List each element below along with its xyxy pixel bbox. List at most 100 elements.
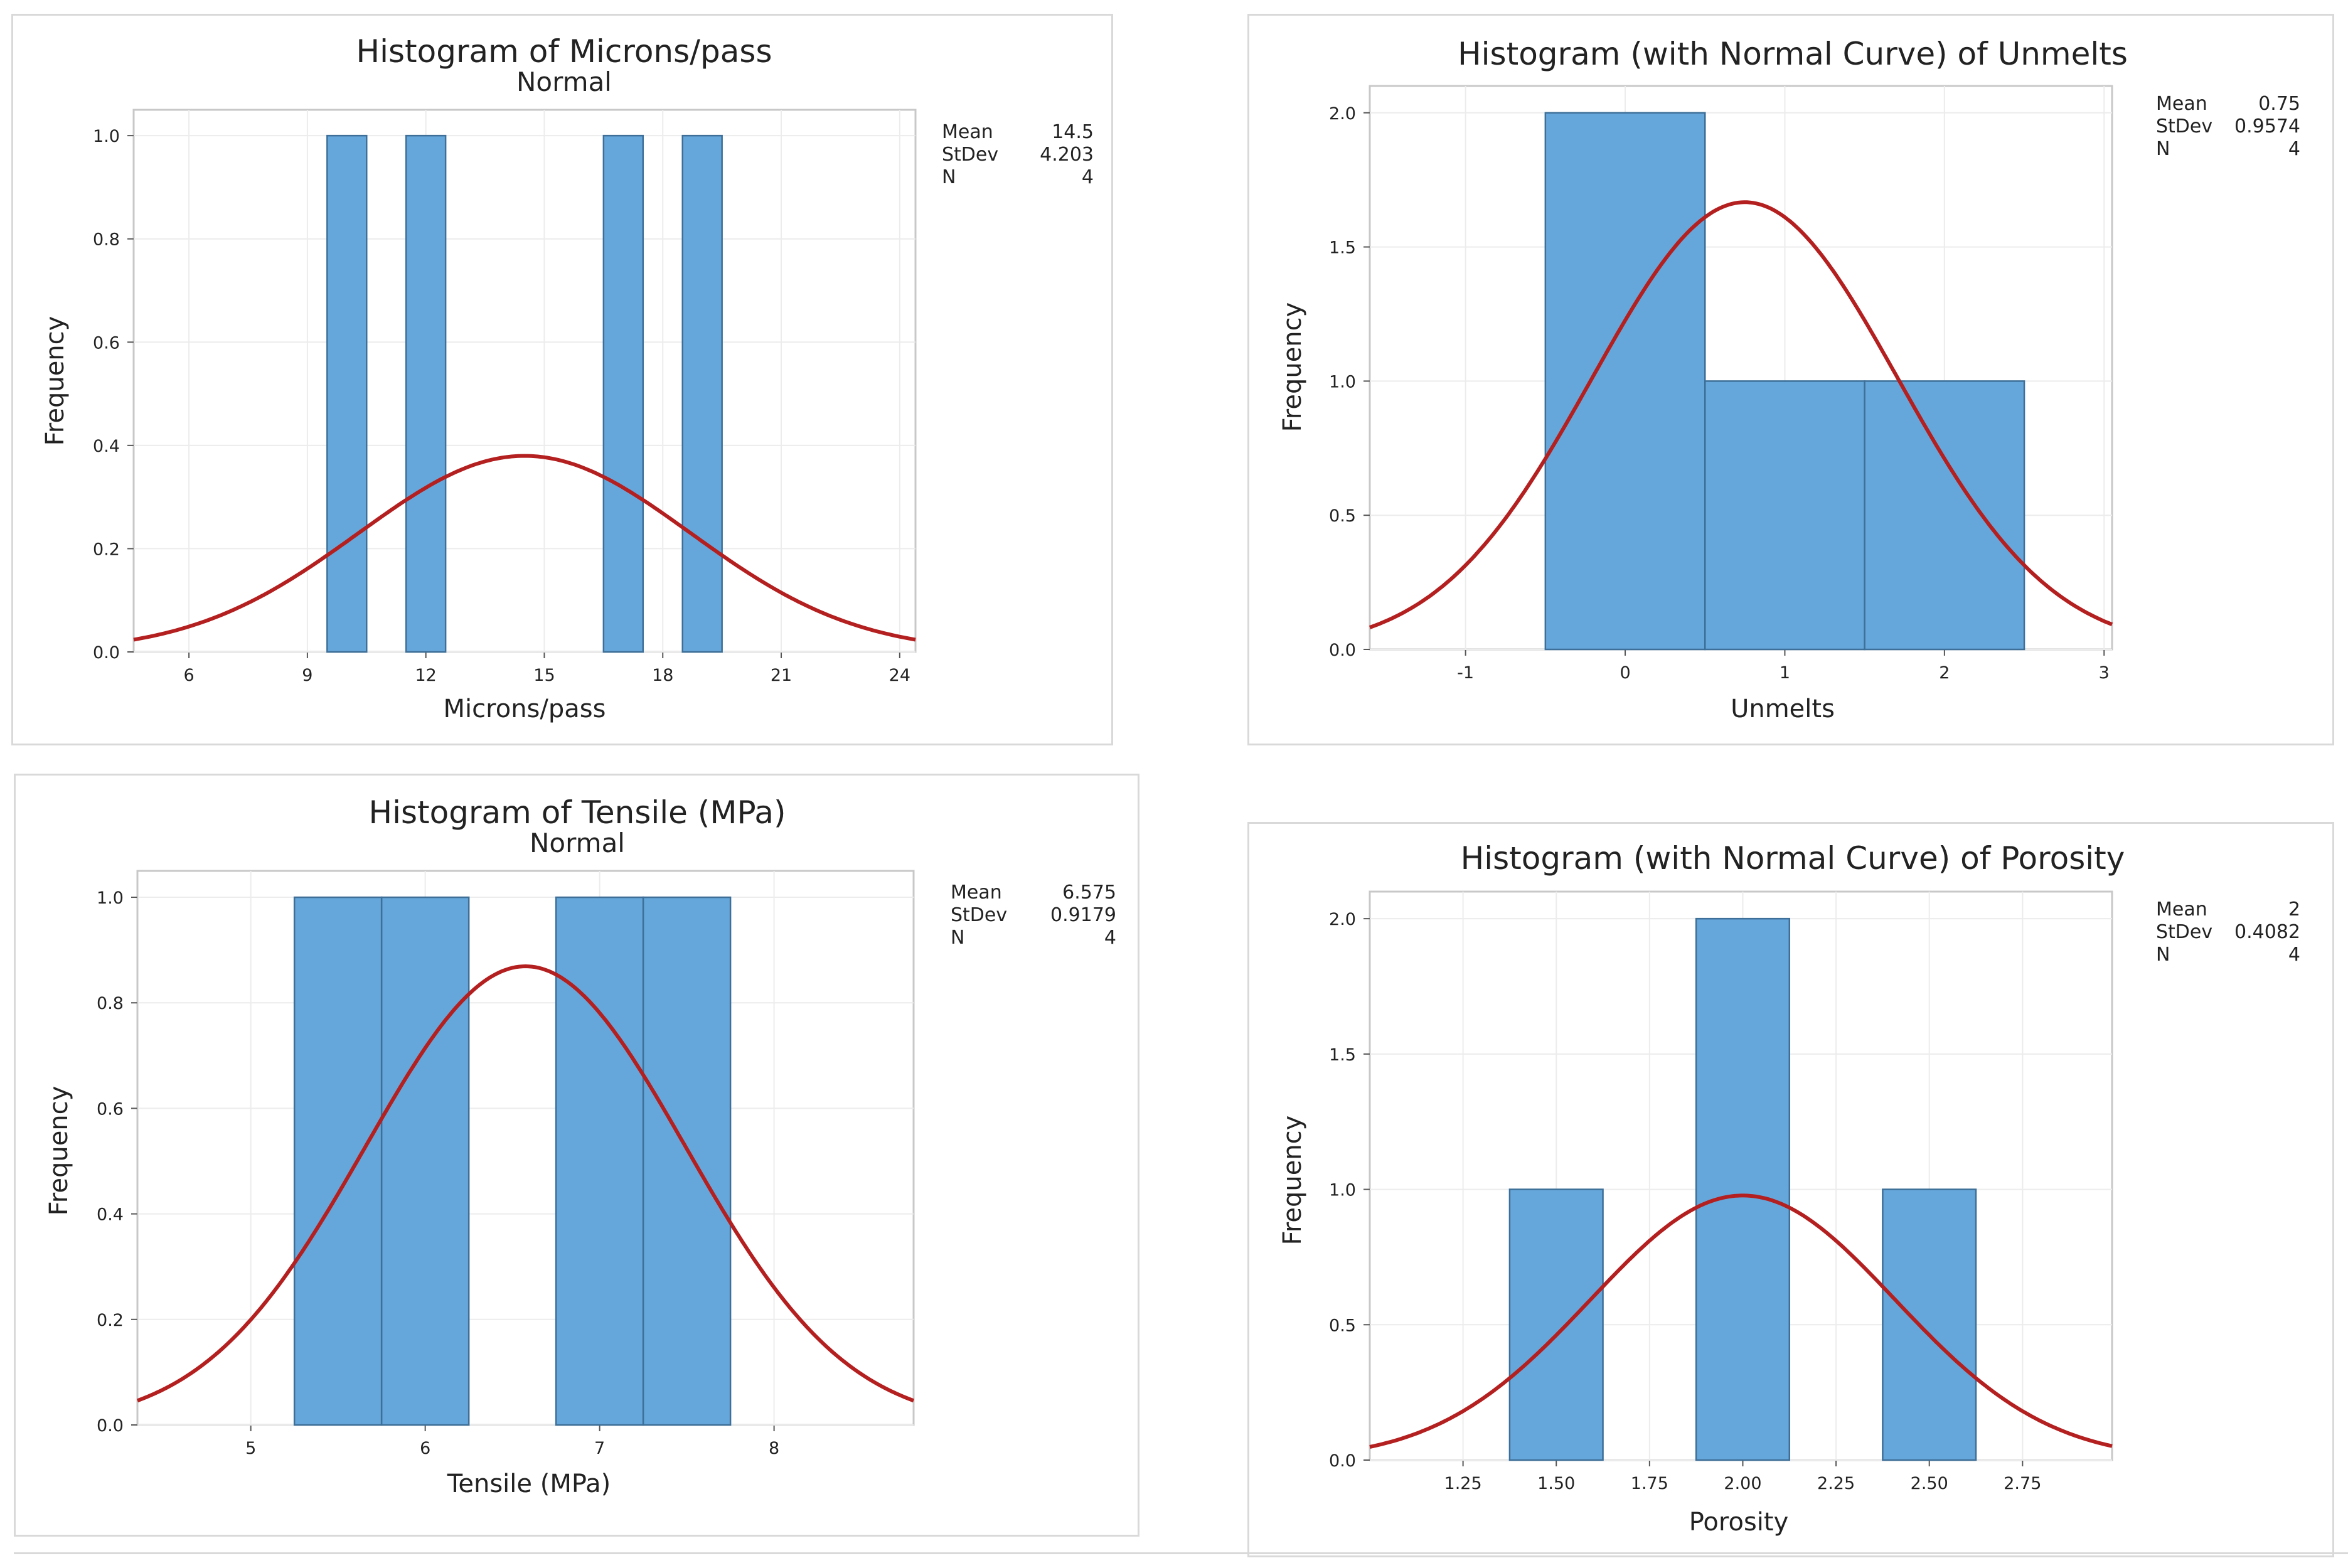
stat-label: Mean — [2156, 899, 2207, 920]
histogram-bar — [555, 896, 644, 1426]
plot-area: -1 0 1 2 3 0.0 0.5 1.0 1.5 2.0 — [1329, 85, 2113, 683]
y-axis-label: Frequency — [45, 1086, 73, 1216]
y-tick-label: 0.4 — [93, 437, 120, 456]
histogram-bar — [1544, 112, 1706, 651]
x-tick-label: 2.50 — [1911, 1474, 1948, 1493]
x-axis-label: Tensile (MPa) — [447, 1469, 611, 1498]
y-tick-label: 0.5 — [1329, 1316, 1356, 1335]
chart-title: Histogram of Tensile (MPa) — [368, 794, 786, 831]
x-tick-label: 2 — [1939, 663, 1950, 683]
y-tick-label: 0.6 — [93, 333, 120, 353]
histogram-chart-porosity: Histogram (with Normal Curve) of Porosit… — [1278, 840, 2300, 1537]
histogram-bar — [642, 896, 732, 1426]
histogram-bar — [405, 134, 447, 653]
stat-value: 4 — [2288, 944, 2300, 966]
normal-curve — [136, 964, 915, 1403]
x-tick-label: -1 — [1457, 663, 1474, 683]
y-tick-label: 0.6 — [97, 1099, 124, 1119]
x-tick-label: 5 — [245, 1439, 256, 1458]
y-tick-label: 2.0 — [1329, 104, 1356, 124]
x-tick-label: 21 — [771, 666, 792, 685]
x-tick-label: 8 — [769, 1439, 779, 1458]
stats-legend: Mean 6.575 StDev 0.9179 N 4 — [951, 882, 1116, 949]
histogram-bar — [681, 134, 723, 653]
x-tick-label: 6 — [420, 1439, 430, 1458]
normal-curve — [133, 454, 916, 642]
y-tick-label: 2.0 — [1329, 910, 1356, 929]
x-tick-label: 0 — [1620, 663, 1630, 683]
histogram-panel-unmelts: Histogram (with Normal Curve) of Unmelts… — [1247, 14, 2334, 745]
chart-title: Histogram (with Normal Curve) of Unmelts — [1458, 36, 2128, 72]
normal-curve — [1369, 1193, 2113, 1449]
x-tick-label: 3 — [2099, 663, 2110, 683]
y-axis-label: Frequency — [1278, 302, 1307, 432]
stats-legend: Mean 2 StDev 0.4082 N 4 — [2156, 899, 2300, 966]
x-tick-label: 24 — [889, 666, 910, 685]
y-tick-label: 0.0 — [1329, 1451, 1356, 1471]
normal-curve — [1369, 200, 2113, 629]
y-tick-label: 0.8 — [97, 994, 124, 1013]
x-tick-label: 1.25 — [1444, 1474, 1482, 1493]
stat-value: 0.9179 — [1050, 904, 1116, 926]
histogram-bar — [1704, 380, 1865, 651]
stats-legend: Mean 0.75 StDev 0.9574 N 4 — [2156, 93, 2300, 160]
x-tick-label: 2.25 — [1817, 1474, 1855, 1493]
y-tick-label: 1.0 — [97, 888, 124, 908]
stat-value: 2 — [2288, 899, 2300, 920]
y-tick-label: 1.5 — [1329, 1045, 1356, 1065]
y-tick-label: 0.0 — [93, 643, 120, 663]
x-tick-label: 1.50 — [1537, 1474, 1575, 1493]
histogram-chart-unmelts: Histogram (with Normal Curve) of Unmelts… — [1278, 36, 2300, 723]
y-axis-label: Frequency — [41, 316, 70, 446]
stat-label: StDev — [951, 904, 1007, 926]
chart-title: Histogram (with Normal Curve) of Porosit… — [1461, 840, 2125, 877]
y-tick-label: 0.0 — [97, 1416, 124, 1436]
x-tick-label: 2.75 — [2004, 1474, 2041, 1493]
histogram-panel-microns: Histogram of Microns/pass Normal Microns… — [11, 14, 1113, 745]
x-tick-label: 15 — [533, 666, 555, 685]
histogram-panel-tensile: Histogram of Tensile (MPa) Normal Tensil… — [14, 774, 1139, 1537]
stat-label: N — [2156, 944, 2170, 966]
stat-label: N — [951, 927, 964, 949]
histogram-panel-porosity: Histogram (with Normal Curve) of Porosit… — [1247, 822, 2334, 1557]
x-tick-label: 6 — [184, 666, 195, 685]
histogram-bar — [380, 896, 470, 1426]
histogram-chart-tensile: Histogram of Tensile (MPa) Normal Tensil… — [45, 794, 1116, 1498]
y-tick-label: 0.5 — [1329, 506, 1356, 526]
stat-label: Mean — [2156, 93, 2207, 115]
plot-area: 6 9 12 15 18 21 24 0.0 0.2 0.4 0.6 0.8 1.0 — [93, 109, 917, 685]
y-tick-label: 1.0 — [1329, 372, 1356, 392]
histogram-bar — [1882, 1188, 1977, 1461]
plot-frame — [132, 109, 917, 653]
stat-label: Mean — [942, 121, 993, 143]
stat-label: StDev — [942, 144, 998, 166]
y-tick-label: 0.2 — [97, 1311, 124, 1330]
stat-label: N — [942, 166, 956, 188]
stat-value: 0.4082 — [2234, 921, 2300, 943]
bottom-edge-line — [14, 1552, 2348, 1554]
x-tick-label: 9 — [302, 666, 312, 685]
plot-area: 5 6 7 8 0.0 0.2 0.4 0.6 0.8 1.0 — [97, 870, 915, 1458]
plot-area: 1.25 1.50 1.75 2.00 2.25 2.50 2.75 0.0 0.5 1.0 1.5… — [1329, 890, 2113, 1493]
y-tick-label: 1.5 — [1329, 238, 1356, 258]
histogram-bar — [293, 896, 383, 1426]
y-tick-label: 0.2 — [93, 540, 120, 559]
plot-frame — [136, 870, 915, 1426]
y-tick-label: 1.0 — [1329, 1181, 1356, 1200]
histogram-bar — [1508, 1188, 1604, 1461]
x-tick-label: 1.75 — [1631, 1474, 1668, 1493]
stat-value: 0.9574 — [2234, 115, 2300, 137]
y-tick-label: 0.8 — [93, 230, 120, 250]
x-tick-label: 12 — [415, 666, 436, 685]
x-tick-label: 7 — [594, 1439, 605, 1458]
histogram-bar — [602, 134, 644, 653]
histogram-bar — [1695, 917, 1791, 1461]
x-axis-label: Unmelts — [1731, 695, 1835, 723]
stat-value: 4 — [1104, 927, 1116, 949]
histogram-bar — [326, 134, 368, 653]
stat-value: 4 — [1082, 166, 1094, 188]
stat-value: 14.5 — [1052, 121, 1094, 143]
y-tick-label: 0.0 — [1329, 641, 1356, 660]
chart-title: Histogram of Microns/pass — [356, 33, 772, 70]
stat-value: 0.75 — [2258, 93, 2300, 115]
